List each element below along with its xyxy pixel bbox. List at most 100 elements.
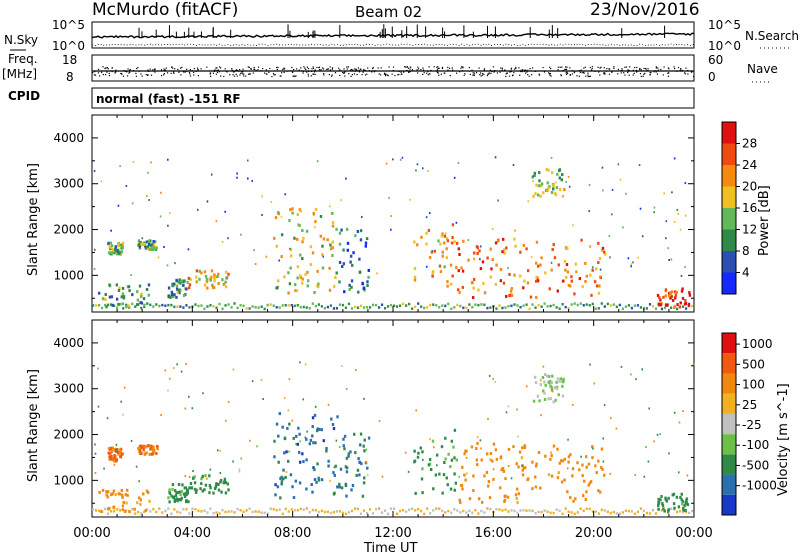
freq-point	[447, 66, 449, 68]
heatmap-cell	[355, 473, 358, 477]
heatmap-cell	[329, 205, 331, 208]
heatmap-cell	[118, 286, 121, 290]
heatmap-cell	[359, 304, 363, 308]
heatmap-cell	[178, 278, 181, 282]
heatmap-cell	[556, 447, 559, 451]
heatmap-cell	[311, 490, 314, 494]
freq-point	[417, 72, 419, 74]
freq-point	[105, 73, 107, 76]
heatmap-cell	[249, 439, 251, 442]
heatmap-cell	[553, 386, 557, 390]
heatmap-cell	[127, 285, 131, 289]
heatmap-cell	[301, 452, 304, 456]
heatmap-cell	[104, 292, 107, 296]
heatmap-cell	[140, 294, 143, 298]
heatmap-cell	[147, 171, 149, 174]
heatmap-cell	[109, 451, 112, 455]
heatmap-cell	[401, 156, 404, 159]
freq-point	[662, 74, 664, 76]
heatmap-cell	[423, 306, 426, 310]
heatmap-cell	[214, 485, 218, 489]
heatmap-cell	[265, 255, 268, 258]
heatmap-cell	[317, 303, 320, 306]
colorbar-tick-label: 25	[742, 398, 757, 412]
heatmap-cell	[510, 287, 514, 291]
heatmap-cell	[246, 159, 249, 162]
y-tick-label: 1000	[53, 473, 84, 487]
heatmap-cell	[362, 287, 366, 291]
heatmap-cell	[261, 195, 263, 198]
heatmap-cell	[575, 270, 577, 273]
heatmap-cell	[354, 451, 357, 455]
heatmap-cell	[458, 290, 461, 294]
heatmap-cell	[584, 498, 588, 502]
heatmap-cell	[147, 240, 151, 244]
heatmap-cell	[546, 305, 549, 308]
heatmap-cell	[236, 306, 239, 310]
heatmap-cell	[568, 185, 571, 188]
heatmap-cell	[120, 400, 122, 403]
heatmap-cell	[480, 303, 483, 306]
heatmap-cell	[349, 254, 353, 258]
heatmap-cell	[362, 481, 366, 485]
freq-point	[313, 73, 315, 75]
heatmap-cell	[290, 303, 293, 307]
heatmap-cell	[687, 511, 691, 515]
heatmap-cell	[449, 282, 453, 286]
freq-point	[108, 74, 111, 77]
heatmap-cell	[681, 296, 685, 300]
heatmap-cell	[127, 304, 131, 308]
freq-point	[189, 73, 191, 75]
heatmap-cell	[461, 465, 464, 469]
heatmap-cell	[338, 445, 341, 448]
heatmap-cell	[215, 306, 218, 310]
heatmap-cell	[114, 245, 117, 249]
heatmap-cell	[523, 446, 527, 450]
freq-point	[557, 66, 560, 68]
freq-point	[102, 74, 105, 76]
heatmap-cell	[654, 512, 658, 515]
freq-point	[416, 69, 418, 71]
heatmap-cell	[561, 173, 564, 177]
heatmap-cell	[489, 452, 493, 456]
freq-point	[519, 74, 521, 76]
heatmap-cell	[547, 168, 550, 172]
heatmap-cell	[224, 285, 228, 289]
freq-point	[106, 71, 108, 73]
freq-point	[331, 68, 333, 70]
freq-point	[437, 66, 439, 68]
heatmap-cell	[130, 439, 133, 442]
heatmap-cell	[209, 278, 212, 282]
freq-point	[350, 69, 352, 71]
freq-point	[265, 69, 267, 71]
freq-point	[388, 66, 390, 68]
heatmap-cell	[390, 228, 392, 231]
freq-point	[509, 71, 511, 73]
heatmap-cell	[227, 488, 230, 492]
freq-point	[334, 72, 337, 74]
heatmap-cell	[581, 474, 584, 478]
heatmap-cell	[363, 288, 366, 292]
heatmap-cell	[174, 262, 176, 265]
heatmap-cell	[645, 445, 647, 448]
heatmap-cell	[513, 273, 516, 277]
heatmap-cell	[110, 303, 113, 306]
heatmap-cell	[470, 445, 474, 449]
heatmap-cell	[549, 304, 552, 308]
heatmap-cell	[230, 306, 233, 309]
freq-point	[673, 68, 676, 70]
heatmap-cell	[537, 451, 541, 455]
heatmap-cell	[617, 163, 620, 166]
heatmap-cell	[450, 241, 454, 245]
freq-point	[378, 73, 380, 75]
heatmap-cell	[131, 293, 134, 297]
heatmap-cell	[139, 301, 142, 305]
heatmap-cell	[311, 302, 314, 305]
heatmap-cell	[347, 454, 350, 458]
heatmap-cell	[275, 306, 278, 309]
heatmap-cell	[546, 374, 549, 378]
heatmap-cell	[328, 266, 331, 270]
heatmap-cell	[180, 279, 183, 283]
heatmap-cell	[601, 166, 604, 169]
heatmap-cell	[522, 304, 525, 307]
